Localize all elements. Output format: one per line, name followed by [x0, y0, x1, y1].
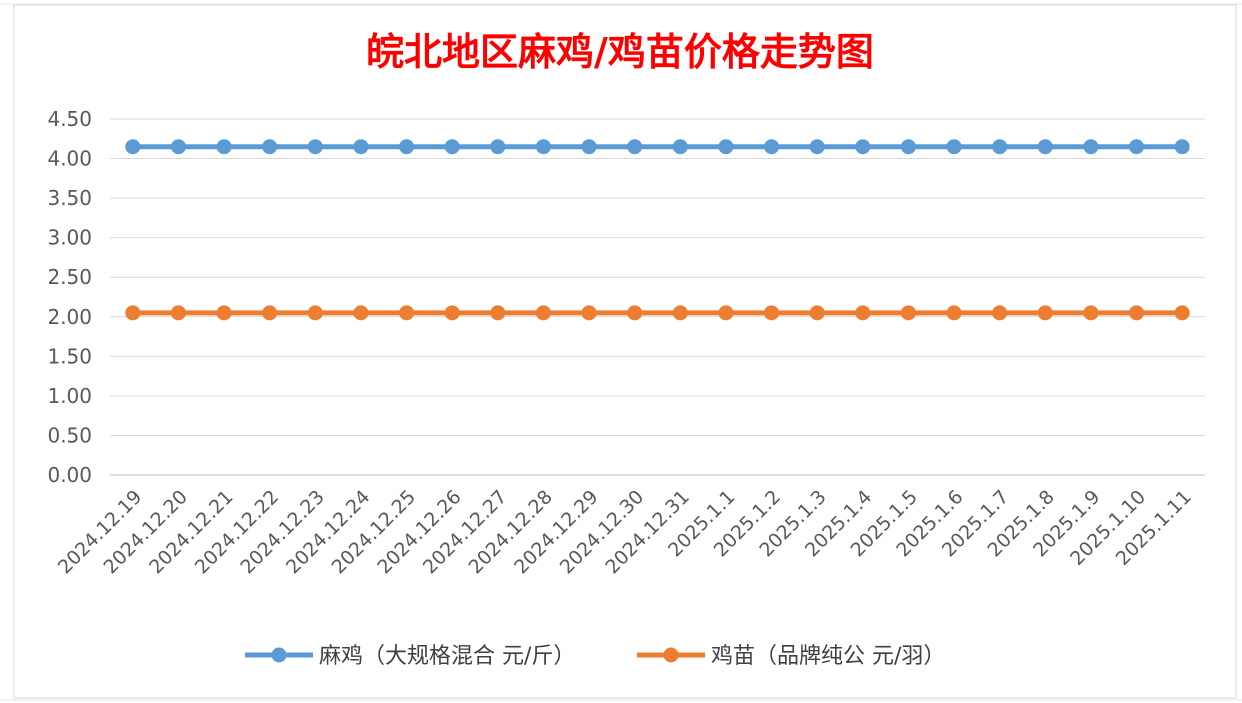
- series-1-point: [262, 305, 278, 321]
- chart-area: [13, 4, 1237, 699]
- series-0-point: [1037, 139, 1053, 155]
- y-tick-label: 2.50: [47, 265, 92, 289]
- series-1-point: [581, 305, 597, 321]
- y-tick-label: 3.50: [47, 186, 92, 210]
- series-1-point: [216, 305, 232, 321]
- y-axis-ticks: 0.00 0.50 1.00 1.50 2.00 2.50 3.00 3.50 4.00 4.50: [47, 107, 92, 487]
- series-0-point: [353, 139, 369, 155]
- series-0-point: [1083, 139, 1099, 155]
- series-0-point: [718, 139, 734, 155]
- y-tick-label: 4.00: [47, 147, 92, 171]
- series-0-point: [170, 139, 186, 155]
- y-tick-label: 4.50: [47, 107, 92, 131]
- series-0-point: [1174, 139, 1190, 155]
- legend-label-0: 麻鸡（大规格混合 元/斤）: [319, 644, 575, 669]
- series-1-point: [809, 305, 825, 321]
- y-tick-label: 0.00: [47, 463, 92, 487]
- series-1-point: [627, 305, 643, 321]
- series-0-point: [946, 139, 962, 155]
- series-1-point: [490, 305, 506, 321]
- series-0-point: [855, 139, 871, 155]
- series-1-point: [900, 305, 916, 321]
- legend-marker-0: [271, 647, 287, 663]
- y-tick-label: 1.50: [47, 344, 92, 368]
- series-1-point: [992, 305, 1008, 321]
- series-0-point: [399, 139, 415, 155]
- legend: 麻鸡（大规格混合 元/斤） 鸡苗（品牌纯公 元/羽）: [245, 644, 945, 669]
- series-1-point: [946, 305, 962, 321]
- series-1-point: [535, 305, 551, 321]
- series-0-point: [535, 139, 551, 155]
- series-0-point: [672, 139, 688, 155]
- series-0-point: [900, 139, 916, 155]
- series-0-point: [581, 139, 597, 155]
- series-1-point: [718, 305, 734, 321]
- series-1-point: [1083, 305, 1099, 321]
- series-1-point: [444, 305, 460, 321]
- sheet-gridlines: [0, 3, 1242, 701]
- series-1-point: [855, 305, 871, 321]
- legend-label-1: 鸡苗（品牌纯公 元/羽）: [711, 644, 945, 669]
- series-1-point: [1037, 305, 1053, 321]
- series-1-point: [399, 305, 415, 321]
- series-1-point: [125, 305, 141, 321]
- series-1-point: [1174, 305, 1190, 321]
- legend-marker-1: [663, 647, 679, 663]
- y-tick-label: 3.00: [47, 226, 92, 250]
- gridlines: [110, 118, 1205, 476]
- series-0-point: [125, 139, 141, 155]
- chart-title: 皖北地区麻鸡/鸡苗价格走势图: [366, 30, 874, 74]
- series-0-point: [307, 139, 323, 155]
- series-1-point: [170, 305, 186, 321]
- series-1-point: [307, 305, 323, 321]
- series-group: [125, 139, 1190, 321]
- y-tick-label: 1.00: [47, 384, 92, 408]
- series-0-point: [1129, 139, 1145, 155]
- series-0-point: [490, 139, 506, 155]
- series-0-point: [764, 139, 780, 155]
- series-0-point: [216, 139, 232, 155]
- series-1-point: [672, 305, 688, 321]
- series-1-point: [1129, 305, 1145, 321]
- series-1-point: [353, 305, 369, 321]
- y-tick-label: 0.50: [47, 423, 92, 447]
- series-0-point: [444, 139, 460, 155]
- series-0-point: [262, 139, 278, 155]
- series-0-point: [627, 139, 643, 155]
- series-1-point: [764, 305, 780, 321]
- y-tick-label: 2.00: [47, 305, 92, 329]
- series-0-point: [992, 139, 1008, 155]
- series-0-point: [809, 139, 825, 155]
